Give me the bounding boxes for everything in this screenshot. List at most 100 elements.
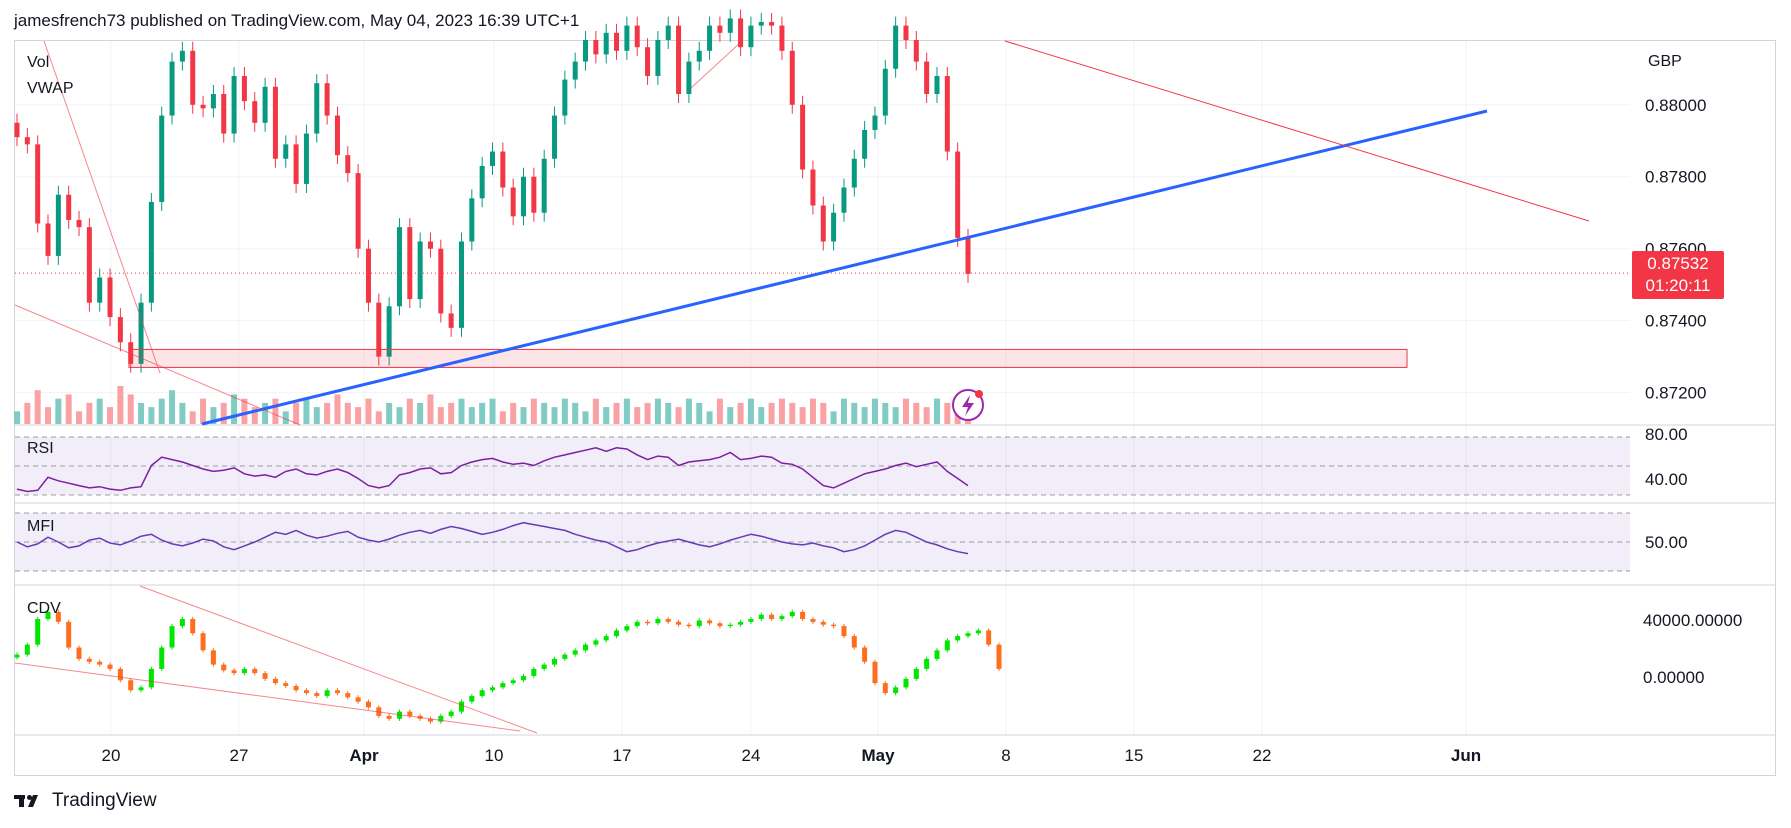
cdv-candle [831,624,837,627]
candle [86,227,92,303]
candle [148,201,154,303]
volume-bar [944,402,951,424]
volume-bar [727,407,734,424]
cdv-candle [283,683,289,686]
cdv-candle [221,664,227,671]
cdv-candle [490,687,495,691]
vwap-legend[interactable]: VWAP [27,80,74,97]
volume-bar [344,402,351,424]
cdv-candle [365,701,371,708]
volume-bar [685,398,692,424]
volume-bar [603,407,610,424]
candle [66,194,72,220]
volume-bar [65,394,72,424]
rsi-tick-label: 40.00 [1645,470,1688,489]
mfi-legend[interactable]: MFI [27,518,55,535]
alert-marker [952,389,984,421]
candle [500,151,506,188]
footer[interactable]: TradingView [14,790,157,812]
cdv-candle [707,620,713,624]
candle [107,277,113,318]
cdv-candle [862,647,868,662]
volume-bar [675,407,682,424]
candle [45,223,51,256]
volume-bar [489,398,496,424]
candle [262,86,268,123]
cdv-candle [552,658,558,665]
volume-bar [365,398,372,424]
candle [862,129,868,159]
candle [252,101,258,123]
candle [55,194,61,256]
volume-bar [851,402,858,424]
candle [779,25,785,51]
volume-bar [902,398,909,424]
candle [345,155,351,174]
cdv-candle [696,620,702,627]
volume-bar [76,411,83,424]
cdv-legend[interactable]: CDV [27,600,61,617]
candle [583,40,589,62]
cdv-candle [458,701,464,712]
time-tick-label: Jun [1451,746,1481,765]
candle [417,241,423,300]
cdv-candle [665,619,671,622]
volume-bar [820,402,827,424]
cdv-candle [55,611,61,622]
candle [179,50,185,62]
early-fan-line [14,304,301,426]
time-tick-label: 22 [1253,746,1272,765]
cdv-candle [851,636,857,648]
candle [955,151,961,238]
candle [303,133,309,184]
candle [882,68,888,116]
cdv-tick-label: 0.00000 [1643,668,1704,687]
vol-legend[interactable]: Vol [27,54,50,71]
volume-bar [189,411,196,424]
candle [283,144,289,159]
cdv-candle [293,685,299,691]
volume-bar [644,402,651,424]
volume-bar [840,398,847,424]
candle [427,241,433,249]
volume-bar [375,411,382,424]
candle [231,75,237,134]
volume-bar [933,398,940,424]
cdv-candle [593,640,599,645]
volume-bar [138,402,145,424]
candle [479,165,485,199]
volume-bar [396,407,403,424]
rsi-legend[interactable]: RSI [27,440,54,457]
cdv-candle [45,611,51,619]
cdv-candle [169,626,175,648]
cdv-candle [996,644,1002,669]
volume-bar [324,402,331,424]
volume-bar [406,398,413,424]
cdv-candle [138,687,144,691]
candle [924,61,930,94]
volume-bar [169,390,176,424]
volume-bar [293,402,300,424]
early-descending-trendline [43,40,161,374]
cdv-candle [541,664,547,669]
cdv-candle [500,683,506,688]
volume-bar [572,402,579,424]
cdv-candle [717,623,723,627]
time-axis: 20 27 Apr 10 17 24 May 8 15 22 Jun [14,734,1776,765]
cdv-candle [634,621,640,627]
volume-bar [520,407,527,424]
candle [521,176,527,217]
volume-bar [55,398,62,424]
cdv-candle [872,661,878,684]
volume-bar [24,402,31,424]
cdv-candle [614,630,620,637]
candle [562,79,568,116]
volume-bar [778,398,785,424]
rsi-tick-label: 80.00 [1645,425,1688,444]
tradingview-logo-icon [14,795,38,807]
cdv-candle [810,619,816,622]
cdv-candle [882,683,888,694]
volume-bar [437,407,444,424]
cdv-candle [179,619,185,627]
